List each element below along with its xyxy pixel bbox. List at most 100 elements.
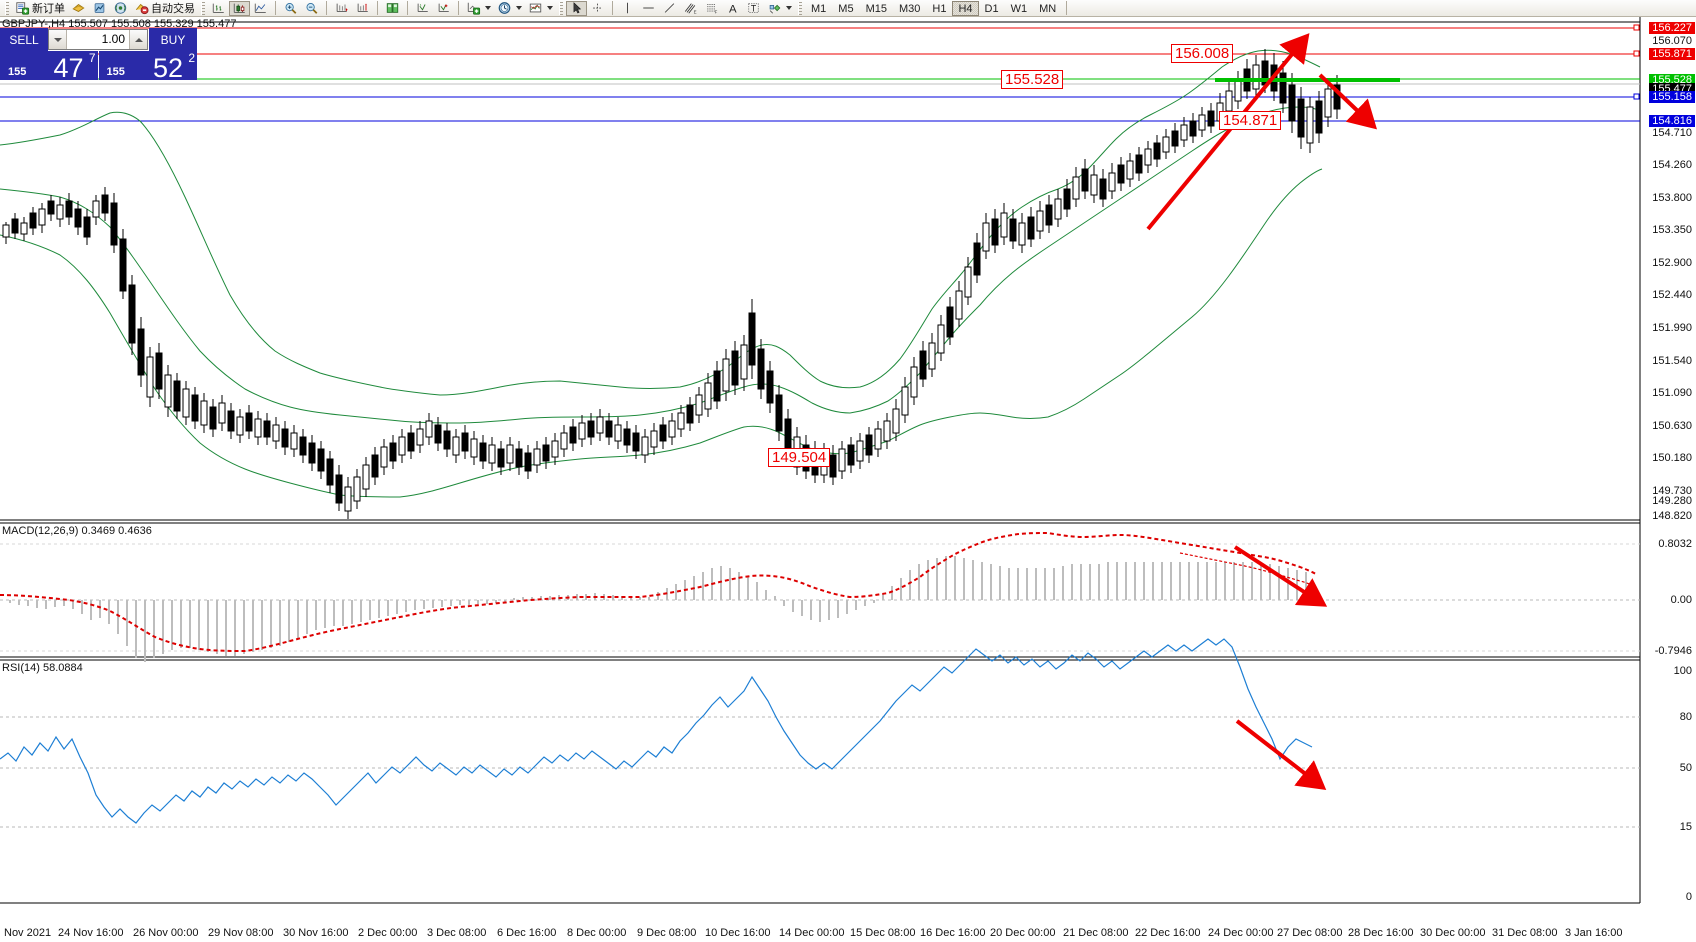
time-tick-17: 24 Dec 00:00 <box>1208 927 1274 939</box>
macd-axis-bottom: -0.7946 <box>1654 645 1692 657</box>
zoom-in-button[interactable] <box>280 1 301 16</box>
toolbar-grip[interactable] <box>5 1 9 15</box>
candlestick-chart-button[interactable] <box>229 0 250 16</box>
rsi-label: RSI(14) 58.0884 <box>2 662 83 674</box>
text-button[interactable]: A <box>722 1 743 16</box>
rsi-axis-100: 100 <box>1673 665 1692 677</box>
bar-chart-icon <box>212 3 224 13</box>
equidistant-channel-icon: E <box>684 3 697 15</box>
bar-chart-button[interactable] <box>208 1 229 16</box>
annotation-156008[interactable]: 156.008 <box>1171 44 1234 63</box>
new-order-button[interactable]: 新订单 <box>12 1 68 16</box>
rsi-axis-15: 15 <box>1679 821 1692 833</box>
sell-price-sup: 7 <box>88 51 96 65</box>
timeframe-m30[interactable]: M30 <box>898 2 921 15</box>
price-tick-8: 151.540 <box>1652 355 1692 367</box>
template-dropdown-caret[interactable] <box>547 6 553 10</box>
one-click-trading-panel[interactable]: SELL 1.00 BUY 155 47 7 <box>0 28 197 82</box>
occ-top-row: SELL 1.00 BUY <box>0 28 197 51</box>
buy-price-box[interactable]: 155 52 2 <box>98 51 197 82</box>
period-button[interactable] <box>494 1 515 16</box>
rsi-pane <box>0 638 1640 828</box>
timeframe-m15[interactable]: M15 <box>865 2 887 15</box>
candlestick-chart-icon <box>233 3 245 13</box>
time-tick-5: 2 Dec 00:00 <box>358 927 418 939</box>
price-tick-9: 151.090 <box>1652 387 1692 399</box>
timeframe-d1[interactable]: D1 <box>984 2 999 15</box>
fibonacci-button[interactable]: F <box>701 1 722 16</box>
buy-button[interactable]: BUY <box>149 28 197 51</box>
timeframe-h4[interactable]: H4 <box>952 0 979 16</box>
indicator-list-button[interactable] <box>412 1 433 16</box>
time-tick-21: 31 Dec 08:00 <box>1492 927 1558 939</box>
vertical-line-button[interactable] <box>617 1 638 16</box>
timeframe-mn[interactable]: MN <box>1039 2 1057 15</box>
horizontal-line-button[interactable] <box>638 1 659 16</box>
chart-shift-button[interactable] <box>331 1 352 16</box>
timeframe-m1[interactable]: M1 <box>811 2 827 15</box>
annotation-155528[interactable]: 155.528 <box>1001 70 1064 89</box>
data-center-button[interactable] <box>89 1 110 16</box>
time-tick-13: 16 Dec 16:00 <box>920 927 986 939</box>
price-tick-10: 150.630 <box>1652 420 1692 432</box>
toolbar-separator-1 <box>275 1 276 15</box>
template-button[interactable] <box>525 1 546 16</box>
annotation-149504[interactable]: 149.504 <box>768 448 831 467</box>
timeframe-w1[interactable]: W1 <box>1010 2 1028 15</box>
objects-dropdown-caret[interactable] <box>786 6 792 10</box>
price-label-155871[interactable]: 155.871 <box>1649 48 1695 60</box>
price-label-155158[interactable]: 155.158 <box>1649 91 1695 103</box>
period-dropdown-caret[interactable] <box>516 6 522 10</box>
sell-button[interactable]: SELL <box>0 28 48 51</box>
line-chart-icon <box>254 3 266 13</box>
toolbar-grip-3[interactable] <box>559 1 563 15</box>
new-chart-icon <box>467 2 481 15</box>
period-clock-icon <box>498 2 511 14</box>
macd-label: MACD(12,26,9) 0.3469 0.4636 <box>2 525 152 537</box>
new-chart-button[interactable] <box>463 1 484 16</box>
volume-stepper[interactable]: 1.00 <box>48 29 148 50</box>
expert-advisor-button[interactable] <box>68 1 89 16</box>
toolbar-grip-4[interactable] <box>798 1 802 15</box>
signal-button[interactable] <box>110 1 131 16</box>
zoom-in-icon <box>285 3 297 14</box>
time-tick-8: 8 Dec 00:00 <box>567 927 627 939</box>
price-label-154816[interactable]: 154.816 <box>1649 115 1695 127</box>
chart-area[interactable]: GBPJPY-,H4 155.507 155.508 155.329 155.4… <box>0 17 1696 942</box>
autotrading-icon <box>135 3 149 15</box>
volume-increase-button[interactable] <box>129 30 147 49</box>
sell-price-box[interactable]: 155 47 7 <box>0 51 98 82</box>
sell-price-prefix: 155 <box>8 66 27 78</box>
trend-line-button[interactable] <box>659 1 680 16</box>
text-label-button[interactable]: T <box>743 1 764 16</box>
cursor-button[interactable] <box>566 0 587 16</box>
vertical-line-icon <box>627 2 628 14</box>
price-label-156227[interactable]: 156.227 <box>1649 22 1695 34</box>
zoom-out-button[interactable] <box>301 1 322 16</box>
timeframe-m5[interactable]: M5 <box>838 2 854 15</box>
crosshair-button[interactable] <box>587 1 608 16</box>
equidistant-channel-button[interactable]: E <box>680 1 701 16</box>
volume-input[interactable]: 1.00 <box>101 32 125 46</box>
cursor-icon <box>573 2 582 14</box>
time-tick-6: 3 Dec 08:00 <box>427 927 487 939</box>
macd-pane <box>0 531 1640 662</box>
crosshair-mode-button[interactable] <box>433 1 454 16</box>
annotation-154871[interactable]: 154.871 <box>1219 111 1282 130</box>
toolbar-separator-4 <box>407 1 408 15</box>
timeframe-h1[interactable]: H1 <box>932 2 947 15</box>
time-tick-1: 24 Nov 16:00 <box>58 927 124 939</box>
volume-decrease-button[interactable] <box>49 30 67 49</box>
crosshair-marker-icon <box>438 3 449 12</box>
toolbar-grip-2[interactable] <box>201 1 205 15</box>
save-template-button[interactable] <box>382 1 403 16</box>
objects-button[interactable] <box>764 1 785 16</box>
autotrading-label: 自动交易 <box>151 2 195 15</box>
new-chart-dropdown-caret[interactable] <box>485 6 491 10</box>
autotrading-button[interactable]: 自动交易 <box>131 1 198 16</box>
line-chart-button[interactable] <box>250 1 271 16</box>
signal-icon <box>114 2 127 14</box>
auto-scroll-button[interactable] <box>352 1 373 16</box>
price-tick-13: 149.280 <box>1652 495 1692 507</box>
